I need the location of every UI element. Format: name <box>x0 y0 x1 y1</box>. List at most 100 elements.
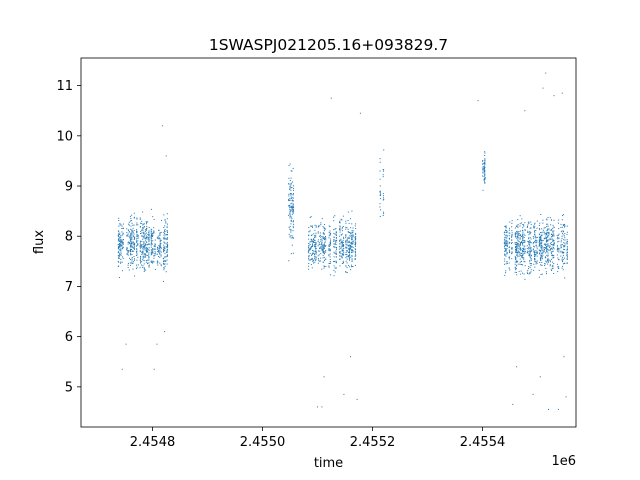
data-point <box>511 230 513 232</box>
data-point <box>517 226 519 228</box>
data-point <box>511 220 513 222</box>
data-point <box>139 250 141 252</box>
data-point <box>562 230 564 232</box>
data-point <box>291 197 293 199</box>
data-point <box>351 239 353 241</box>
data-point <box>526 273 528 275</box>
data-point <box>126 253 128 255</box>
data-point <box>518 230 520 232</box>
data-point <box>549 237 551 239</box>
data-point <box>553 243 555 245</box>
data-point <box>515 244 517 246</box>
data-point <box>129 250 131 252</box>
data-point <box>519 243 521 245</box>
data-point <box>143 233 145 235</box>
data-point <box>158 229 160 231</box>
data-point <box>557 250 559 252</box>
data-point <box>150 239 152 241</box>
data-point <box>292 212 294 214</box>
data-point <box>530 263 532 265</box>
data-point <box>549 248 551 250</box>
data-point <box>541 273 543 275</box>
data-point <box>290 237 292 239</box>
data-point <box>141 245 143 247</box>
data-point <box>290 216 292 218</box>
data-point <box>528 266 530 268</box>
data-point <box>147 248 149 250</box>
data-point <box>553 255 555 257</box>
data-point <box>535 235 537 237</box>
data-point <box>323 256 325 258</box>
data-point <box>291 181 293 183</box>
data-point <box>310 264 312 266</box>
data-point <box>348 231 350 233</box>
data-point <box>477 100 479 102</box>
data-point <box>345 234 347 236</box>
data-point <box>143 222 145 224</box>
data-point <box>310 216 312 218</box>
data-point <box>311 257 313 259</box>
data-point <box>534 259 536 261</box>
y-axis-label: flux <box>32 230 47 254</box>
data-point <box>549 245 551 247</box>
data-point <box>165 243 167 245</box>
data-point <box>313 239 315 241</box>
data-point <box>553 247 555 249</box>
data-point <box>118 252 120 254</box>
data-point <box>117 246 119 248</box>
data-point <box>543 227 545 229</box>
data-point <box>128 223 130 225</box>
data-point <box>342 246 344 248</box>
data-point <box>290 220 292 222</box>
data-point <box>351 260 353 262</box>
data-point <box>560 231 562 233</box>
data-point <box>530 242 532 244</box>
data-point <box>348 256 350 258</box>
data-point <box>144 240 146 242</box>
data-point <box>163 248 165 250</box>
data-point <box>117 244 119 246</box>
data-point <box>289 217 291 219</box>
data-point <box>120 245 122 247</box>
data-point <box>522 239 524 241</box>
data-point <box>130 241 132 243</box>
data-point <box>314 235 316 237</box>
data-point <box>339 255 341 257</box>
data-point <box>164 331 166 333</box>
data-point <box>147 233 149 235</box>
data-point <box>167 254 169 256</box>
data-point <box>156 262 158 264</box>
data-point <box>322 245 324 247</box>
data-point <box>524 234 526 236</box>
data-point <box>308 265 310 267</box>
data-point <box>291 205 293 207</box>
data-point <box>328 237 330 239</box>
data-point <box>321 249 323 251</box>
data-point <box>152 216 154 218</box>
data-point <box>315 259 317 261</box>
data-point <box>341 257 343 259</box>
data-point <box>380 209 382 211</box>
data-point <box>516 249 518 251</box>
data-point <box>163 227 165 229</box>
data-point <box>518 252 520 254</box>
data-point <box>520 270 522 272</box>
data-point <box>347 231 349 233</box>
data-point <box>340 247 342 249</box>
data-point <box>308 231 310 233</box>
data-point <box>521 252 523 254</box>
data-point <box>523 253 525 255</box>
data-point <box>157 260 159 262</box>
data-point <box>165 256 167 258</box>
data-point <box>323 251 325 253</box>
data-point <box>329 226 331 228</box>
data-point <box>140 240 142 242</box>
data-point <box>527 224 529 226</box>
data-point <box>566 254 568 256</box>
data-point <box>292 237 294 239</box>
data-point <box>288 193 290 195</box>
data-point <box>347 242 349 244</box>
data-point <box>328 266 330 268</box>
data-point <box>560 245 562 247</box>
data-point <box>354 243 356 245</box>
